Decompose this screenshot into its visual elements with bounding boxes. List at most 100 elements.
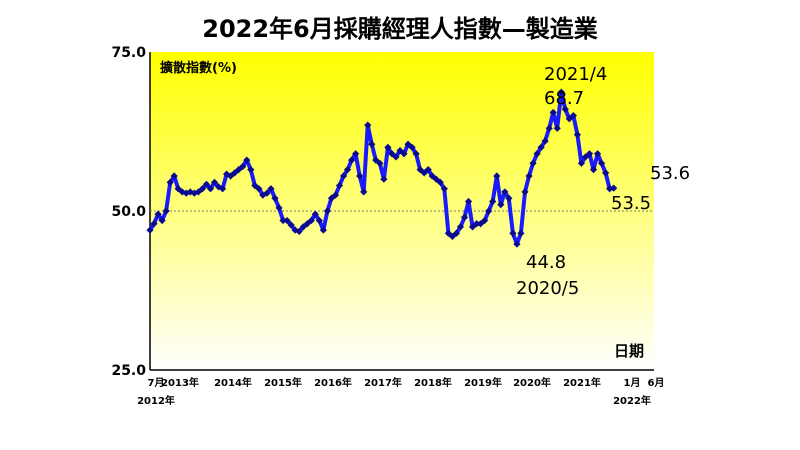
data-point-marker [481,216,489,225]
data-point-marker [589,166,598,174]
annotation-peak-value: 68.7 [544,88,584,109]
data-point-marker [602,169,610,177]
data-point-marker [585,150,594,158]
data-point-marker [493,172,501,180]
annotation-peak-date: 2021/4 [544,64,607,85]
data-point-marker [533,150,541,158]
data-point-marker [368,140,376,148]
data-point-marker [553,124,561,132]
data-point-marker [593,150,602,158]
data-point-marker [384,143,392,151]
data-point-marker [295,227,303,235]
data-point-marker [597,159,606,167]
data-point-marker [529,159,537,167]
data-point-marker [388,150,396,158]
data-point-marker [343,166,352,174]
x-tick-label: 7月 [148,377,165,389]
data-point-marker [392,153,400,161]
data-point-marker [331,191,340,199]
data-point-marker [545,124,553,132]
y-tick-label: 75.0 [111,45,146,61]
data-point-marker [569,112,577,120]
annotation-low-value: 44.8 [526,252,566,273]
data-point-marker [428,172,436,180]
data-point-marker [239,162,247,171]
data-point-marker [549,108,557,117]
annotation-prev-value: 53.5 [611,193,651,214]
data-point-marker [557,88,565,96]
data-point-marker [485,207,493,215]
data-point-marker [206,185,215,193]
x-tick-label: 2015年 [264,376,302,389]
data-point-marker [271,194,279,202]
data-point-marker [255,185,263,193]
data-point-marker [335,181,344,190]
data-point-marker [489,197,497,206]
data-point-marker [283,216,291,225]
data-point-marker [235,166,243,174]
data-point-marker [231,169,239,177]
data-point-marker [323,207,332,215]
data-point-marker [218,185,227,193]
data-point-marker [521,188,529,196]
data-point-marker [227,172,235,180]
data-point-marker [174,185,182,193]
data-point-marker [380,175,388,183]
x-tick-label: 1月 [624,377,641,389]
x-tick-year-label: 2012年 [137,394,175,407]
data-point-marker [210,178,219,186]
data-point-marker [198,185,207,193]
data-point-marker [577,159,586,167]
data-point-marker [303,220,311,228]
data-point-marker [339,172,348,180]
data-point-marker [372,156,380,164]
data-point-marker [299,223,307,231]
data-point-marker [327,194,336,202]
data-point-marker [424,166,432,174]
series-markers [146,88,618,248]
data-point-marker [319,226,327,234]
annotation-last-value: 53.6 [650,163,690,184]
data-point-marker [412,150,420,158]
chart-title: 2022年6月採購經理人指數—製造業 [202,15,598,43]
data-point-marker [472,220,481,228]
x-axis-label: 日期 [614,342,644,360]
data-point-marker [360,188,368,196]
data-point-marker [452,229,461,237]
data-point-marker [376,159,384,167]
data-point-marker [194,188,202,196]
data-point-marker [448,232,456,241]
data-point-marker [275,204,283,212]
data-point-marker [158,216,166,225]
data-point-marker [364,121,372,129]
data-point-marker [561,105,569,113]
data-point-marker [150,220,158,228]
x-tick-label: 2013年 [161,376,199,389]
data-point-marker [396,146,404,155]
data-point-marker [477,220,485,228]
x-tick-label: 2019年 [464,376,502,389]
data-point-marker [146,226,154,234]
data-point-marker [348,156,356,164]
x-tick-label: 2018年 [414,376,452,389]
x-tick-label: 2021年 [563,376,601,389]
data-point-marker [166,178,174,186]
x-tick-label: 2020年 [513,376,551,389]
data-point-marker [356,172,364,180]
data-point-marker [251,181,259,190]
y-axis-label: 擴散指數(%) [160,60,237,76]
data-point-marker [170,172,178,180]
data-point-marker [541,137,549,145]
data-point-marker [287,221,295,229]
y-tick-label: 25.0 [111,363,146,379]
x-tick-label: 6月 [648,377,665,389]
data-point-marker [247,166,255,174]
data-point-marker [513,240,521,248]
x-tick-label: 2017年 [364,376,402,389]
data-point-marker [581,153,590,161]
data-point-marker [468,223,477,231]
data-point-marker [460,213,469,221]
data-point-marker [408,143,416,151]
data-point-marker [509,229,517,237]
x-tick-year-label: 2022年 [613,394,651,407]
